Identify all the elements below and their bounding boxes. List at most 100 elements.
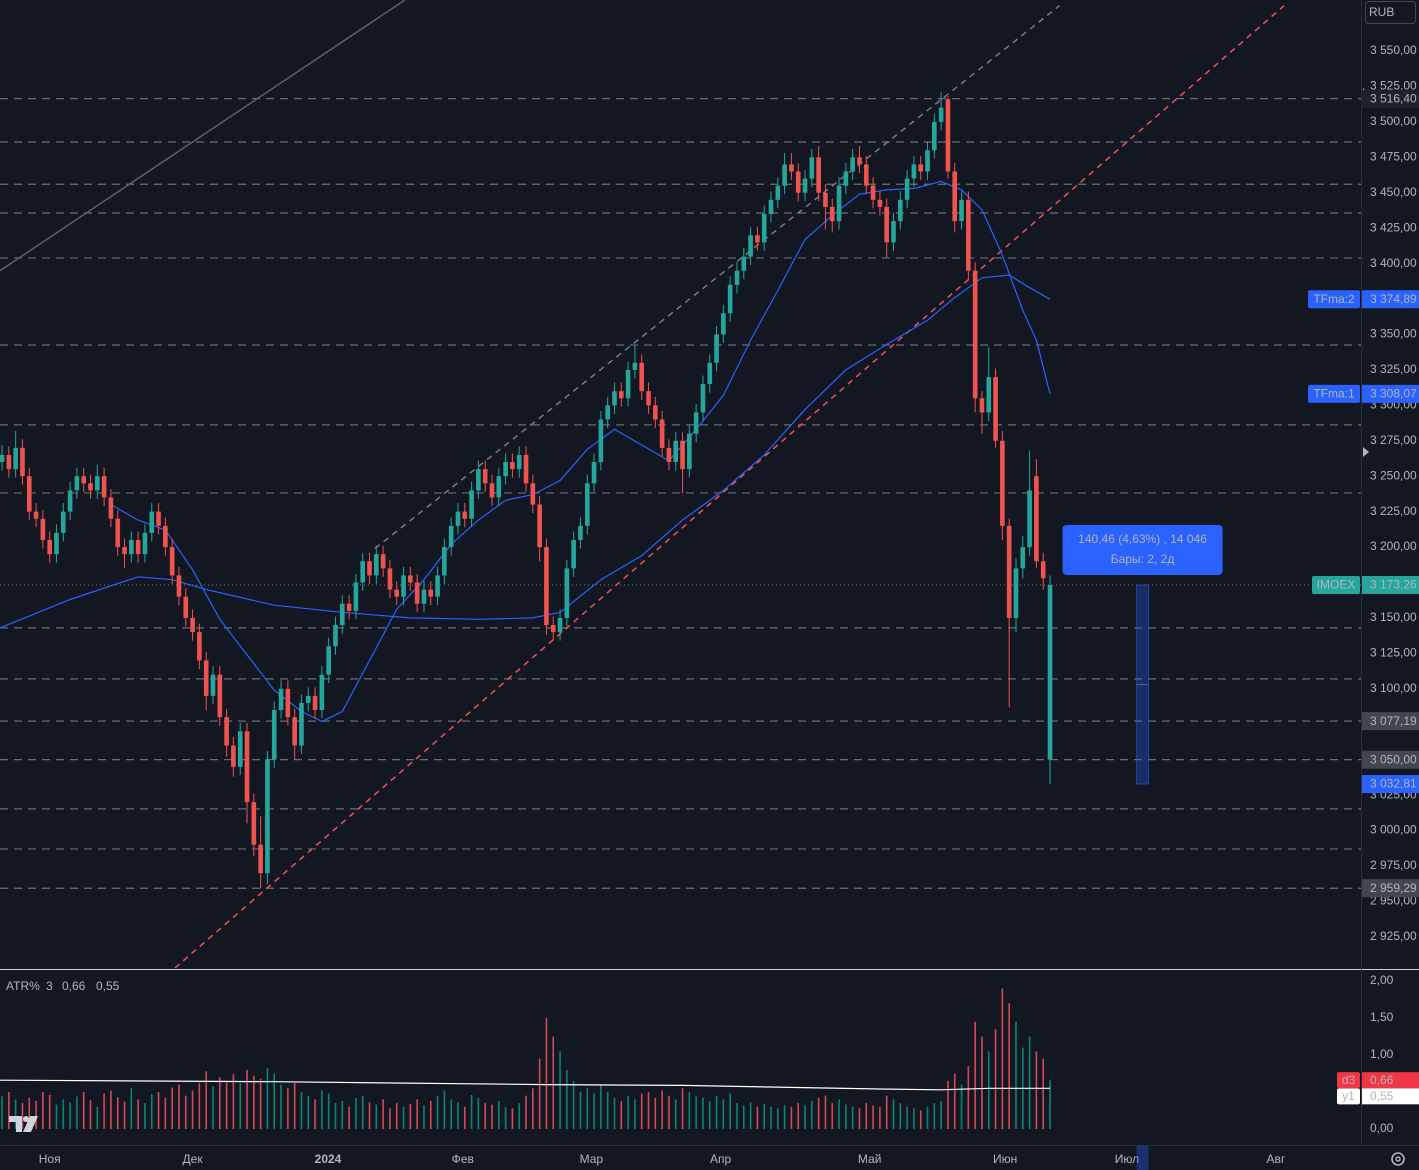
atr-bar [566, 1069, 568, 1130]
candle-body [401, 575, 406, 597]
atr-bar [178, 1084, 180, 1130]
candle-body [156, 511, 161, 526]
candle-body [884, 206, 890, 243]
atr-bar [627, 1095, 629, 1130]
atr-bar [368, 1102, 371, 1130]
candle-body [244, 731, 250, 803]
atr-bar [804, 1105, 806, 1130]
atr-bar [620, 1100, 623, 1130]
atr-bar [981, 1036, 983, 1130]
series-tag-bg [1308, 290, 1360, 309]
measure-tag: 3 032,81 [1370, 777, 1417, 791]
currency: RUB [1369, 5, 1394, 19]
candle-body [911, 164, 917, 179]
measure-bars: Бары: 2, 2д [1111, 552, 1175, 566]
candle-body [748, 235, 753, 257]
candle-body [857, 157, 862, 165]
atr-bar [688, 1092, 691, 1130]
candle-body [428, 589, 434, 597]
candle-body [809, 157, 815, 179]
candle-body [768, 199, 774, 215]
atr-bar [293, 1083, 296, 1130]
candle-body [496, 476, 502, 498]
atr-bar [674, 1099, 677, 1130]
atr-bar [824, 1095, 827, 1130]
atr-bar [14, 1099, 17, 1130]
candle-body [721, 313, 726, 335]
atr-bar [225, 1080, 228, 1130]
atr-bar [157, 1092, 160, 1130]
atr-bar [246, 1069, 248, 1130]
candle-body [734, 270, 740, 285]
candle-body [530, 483, 536, 505]
atr-bar [756, 1106, 759, 1130]
atr-bar [661, 1090, 663, 1130]
candle-body [149, 511, 155, 533]
y-tick-label: 3 450,00 [1370, 185, 1417, 199]
candle-body [503, 462, 508, 477]
atr-bar [865, 1103, 868, 1130]
candle-body [135, 539, 141, 555]
candle-body [67, 490, 73, 512]
candle-body [101, 476, 107, 498]
candle-body [584, 483, 590, 526]
atr-bar [409, 1103, 412, 1130]
level-tag: 2 959,29 [1370, 881, 1417, 895]
atr-bar [110, 1090, 112, 1130]
logo-part [23, 1116, 29, 1122]
gear-icon[interactable] [1395, 1156, 1401, 1162]
atr-bar [498, 1100, 500, 1130]
atr-bar [321, 1090, 323, 1130]
atr-bar [790, 1106, 793, 1130]
atr-bar [532, 1088, 534, 1130]
atr-bar [586, 1088, 589, 1130]
candle-body [237, 731, 243, 767]
candle-body [94, 476, 100, 491]
x-tick-label: Май [858, 1152, 882, 1166]
atr-bar [845, 1104, 847, 1130]
candle-body [802, 178, 808, 193]
atr-bar [232, 1074, 235, 1130]
candle-body [993, 376, 998, 441]
atr-bar [1008, 1003, 1010, 1130]
atr-bar [130, 1088, 133, 1130]
atr-bar [559, 1051, 561, 1130]
candle-body [435, 575, 440, 597]
candle-body [33, 511, 39, 519]
candle-body [47, 539, 52, 555]
settings-button[interactable] [1391, 1152, 1405, 1166]
atr-bar [545, 1018, 548, 1130]
atr-bar [423, 1105, 425, 1130]
candle-body [380, 554, 386, 569]
currency-box[interactable] [1365, 1, 1416, 24]
series-value-tag-bg [1362, 290, 1419, 309]
atr-bar [307, 1095, 310, 1130]
candle-body [408, 575, 413, 583]
gear-icon[interactable] [1391, 1152, 1405, 1166]
candle-body [360, 561, 366, 583]
atr-bar [463, 1106, 466, 1130]
atr-bar [477, 1097, 480, 1130]
candle-body [625, 369, 631, 399]
atr-bar [266, 1068, 269, 1130]
atr-bar [1042, 1058, 1045, 1130]
atr-name-tag-bg [1337, 1088, 1360, 1105]
atr-bar [334, 1103, 337, 1130]
candle-body [795, 171, 801, 193]
candle-body [88, 483, 93, 491]
atr-bar [123, 1101, 126, 1130]
atr-bar [797, 1103, 800, 1130]
atr-bar [518, 1103, 521, 1130]
candle-body [305, 695, 311, 703]
atr-bar [280, 1084, 282, 1130]
atr-bar [525, 1095, 527, 1130]
atr-bar [69, 1102, 71, 1130]
candle-body [251, 802, 257, 845]
atr-value-tag: 0,55 [1370, 1089, 1394, 1103]
atr-bar [892, 1099, 895, 1130]
candle-body [489, 483, 495, 498]
atr-bar [838, 1099, 840, 1130]
candle-body [653, 405, 658, 420]
